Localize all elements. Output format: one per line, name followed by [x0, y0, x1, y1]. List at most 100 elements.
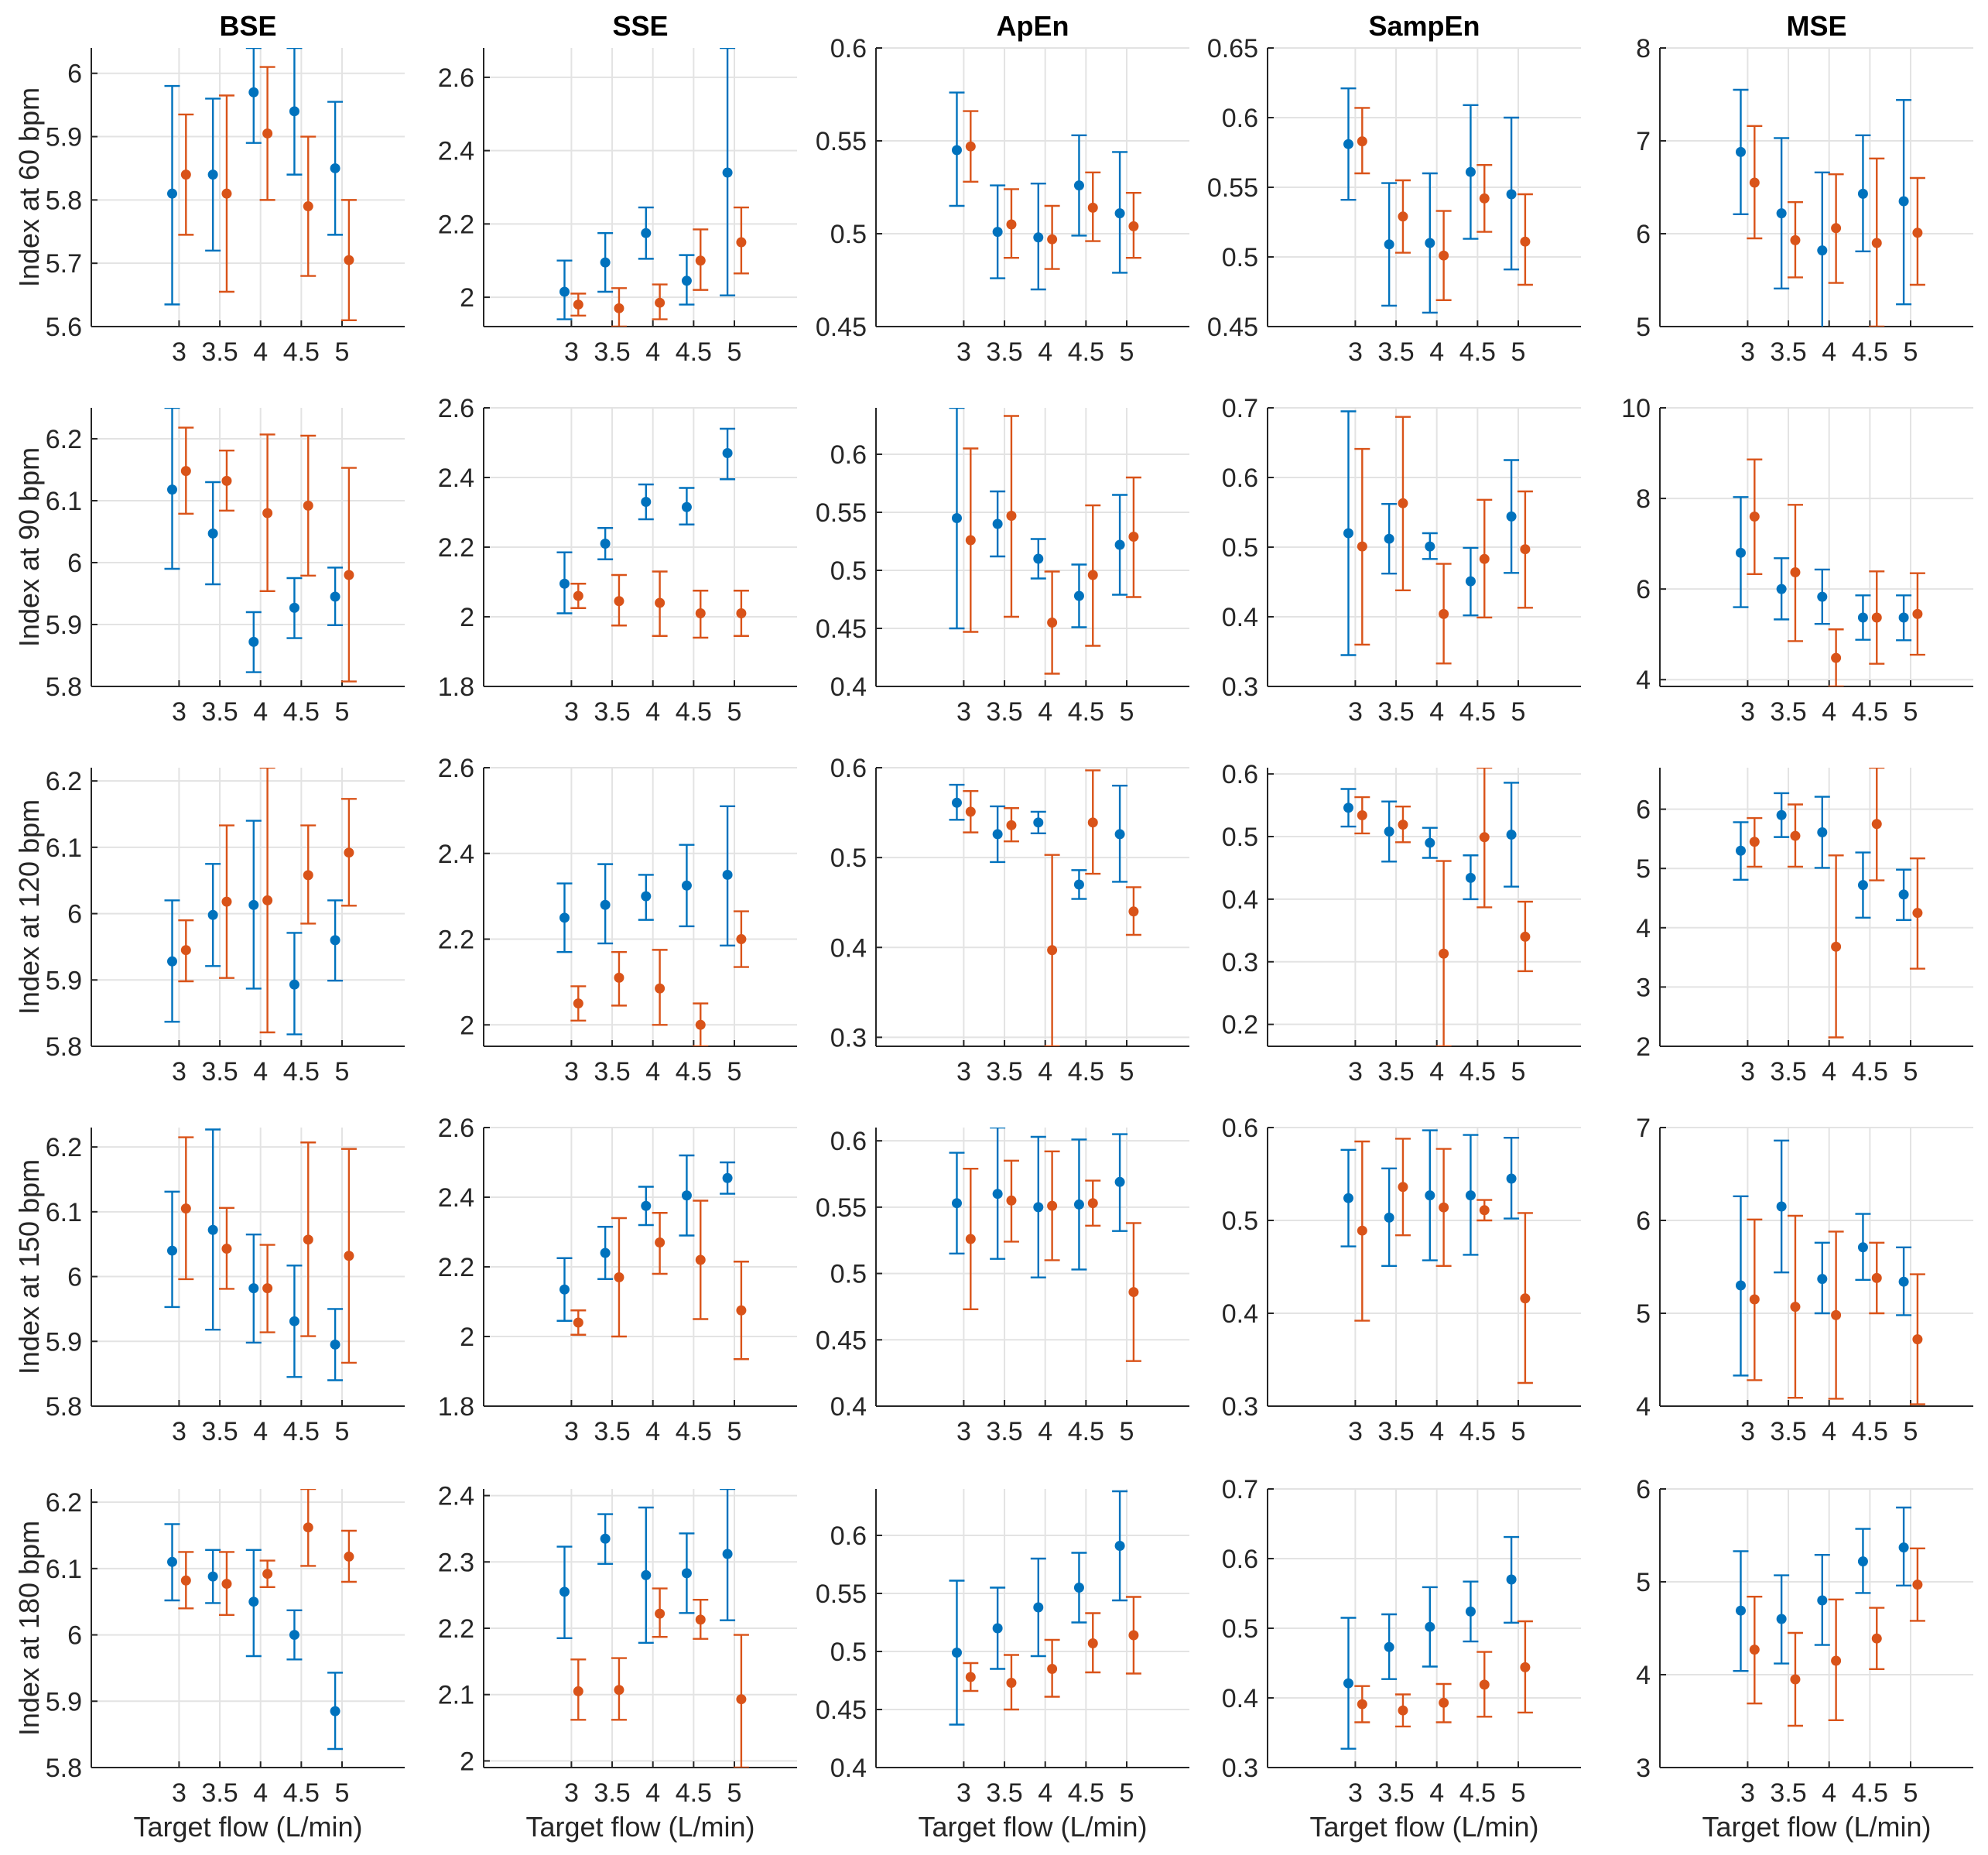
errorbar-series-1-3-5: [1381, 503, 1398, 575]
mean-point: [736, 237, 747, 248]
x-tick-label: 4.5: [283, 697, 320, 727]
column-title-sse: SSE: [612, 10, 668, 42]
mean-point: [180, 1575, 191, 1586]
errorbar-series-1-3-5: [597, 1513, 614, 1566]
x-tick-label: 3: [1348, 1778, 1363, 1808]
errorbar-series-1-4: [638, 206, 654, 260]
y-tick-label: 2.2: [438, 533, 474, 563]
mean-point: [1790, 566, 1801, 577]
y-tick-label: 6: [1636, 796, 1651, 825]
x-tick-label: 4: [645, 1057, 660, 1087]
mean-point: [1398, 820, 1408, 830]
errorbar-series-2-5: [1909, 176, 1925, 286]
errorbar-series-2-3-5: [1394, 1693, 1411, 1728]
errorbar-marks: [1733, 88, 1925, 327]
y-tick-label: 5.9: [46, 611, 82, 640]
mean-point: [1506, 189, 1517, 200]
mean-point: [221, 1244, 232, 1254]
panel-sampen-index-at-90-bpm: 0.3 0.4 0.5 0.6 0.7 3 3.5 4 4.5 5: [1222, 394, 1581, 727]
y-tick-label: 2.1: [438, 1681, 474, 1710]
errorbar-series-2-3: [570, 293, 587, 317]
errorbar-series-2-4-5: [300, 434, 317, 577]
mean-point: [1790, 1674, 1801, 1685]
x-tick-label: 4: [1038, 1778, 1052, 1808]
panel-apen-index-at-90-bpm: 0.4 0.45 0.5 0.55 0.6 3 3.5 4 4.5 5: [816, 408, 1189, 727]
errorbar-series-1-5: [720, 427, 736, 481]
mean-point: [1357, 541, 1367, 552]
errorbar-series-1-5: [720, 1161, 736, 1195]
errorbar-series-1-3: [556, 882, 573, 953]
errorbar-series-1-4-5: [286, 48, 303, 176]
mean-point: [722, 448, 733, 458]
y-tick-label: 5: [1636, 854, 1651, 884]
errorbar-series-1-4: [1422, 1586, 1438, 1668]
x-axis-label: Target flow (L/min): [133, 1811, 362, 1843]
x-tick-label: 5: [1511, 337, 1526, 367]
mean-point: [1912, 1579, 1923, 1590]
mean-point: [1912, 228, 1923, 238]
mean-point: [992, 227, 1003, 238]
x-tick-label: 4: [1822, 1778, 1836, 1808]
mean-point: [1831, 652, 1842, 663]
mean-point: [262, 895, 273, 905]
mean-point: [180, 1203, 191, 1214]
x-axis-labels: Target flow (L/min) Target flow (L/min) Ta…: [133, 1811, 1931, 1843]
x-tick-label: 3: [956, 1778, 971, 1808]
errorbar-series-1-4: [1814, 1241, 1830, 1315]
mean-point: [1343, 528, 1353, 539]
errorbar-marks: [556, 1154, 749, 1360]
panel-bse-index-at-180-bpm: 5.8 5.9 6 6.1 6.2 3 3.5 4 4.5 5: [46, 1488, 405, 1808]
panel-sampen-index-at-60-bpm: 0.45 0.5 0.55 0.6 0.65 3 3.5 4 4.5 5: [1207, 34, 1581, 367]
y-tick-label: 0.4: [1222, 885, 1258, 915]
errorbar-series-2-3-5: [611, 573, 627, 627]
mean-point: [1831, 223, 1842, 234]
mean-point: [1384, 533, 1394, 544]
errorbar-series-1-4: [1814, 568, 1830, 625]
mean-point: [289, 1630, 299, 1641]
mean-point: [1479, 553, 1490, 564]
errorbar-series-2-4-5: [1085, 171, 1101, 242]
mean-point: [1343, 1678, 1353, 1689]
errorbar-series-1-5: [1504, 116, 1520, 271]
errorbar-series-1-5: [1896, 98, 1912, 306]
mean-point: [992, 829, 1003, 840]
y-tick-label: 5.6: [46, 313, 82, 342]
y-tick-label: 0.45: [1207, 313, 1258, 342]
errorbar-series-1-3: [1340, 788, 1357, 828]
errorbar-series-2-3: [178, 426, 194, 515]
x-tick-label: 4.5: [283, 1417, 320, 1446]
y-tick-label: 0.5: [1222, 1206, 1258, 1236]
x-tick-label: 3.5: [986, 1417, 1022, 1446]
mean-point: [1073, 180, 1084, 191]
errorbar-series-2-4: [1435, 210, 1452, 301]
row-labels: Index at 60 bpm Index at 90 bpm Index at 1…: [13, 87, 45, 1736]
y-tick-label: 2: [460, 1747, 474, 1776]
errorbar-series-2-5: [1517, 490, 1533, 609]
errorbar-series-2-3: [963, 1167, 979, 1311]
x-tick-label: 4.5: [1068, 1417, 1104, 1446]
mean-point: [573, 590, 583, 601]
x-tick-label: 3.5: [1377, 1778, 1414, 1808]
x-tick-label: 4.5: [676, 1778, 712, 1808]
mean-point: [221, 188, 232, 199]
mean-point: [1073, 879, 1084, 890]
errorbar-series-2-4-5: [1085, 1612, 1101, 1674]
errorbar-series-1-4-5: [679, 487, 695, 525]
errorbar-series-2-4: [1044, 854, 1060, 1046]
errorbar-series-2-3: [963, 110, 979, 183]
mean-point: [951, 1198, 962, 1209]
errorbar-series-2-3: [963, 447, 979, 633]
mean-point: [1735, 146, 1746, 157]
errorbar-series-1-4: [1422, 532, 1438, 560]
mean-point: [289, 1316, 299, 1326]
errorbar-marks: [1340, 768, 1533, 1046]
mean-point: [344, 255, 354, 265]
errorbar-series-1-3: [164, 1190, 180, 1309]
panel-sse-index-at-150-bpm: 1.8 2 2.2 2.4 2.6 3 3.5 4 4.5 5: [438, 1114, 797, 1446]
errorbar-series-2-4: [652, 1212, 668, 1275]
x-tick-label: 3.5: [986, 337, 1022, 367]
y-tick-label: 0.5: [830, 220, 867, 249]
mean-point: [1128, 906, 1139, 917]
errorbar-series-2-5: [1909, 572, 1925, 656]
errorbar-series-2-5: [1909, 857, 1925, 970]
